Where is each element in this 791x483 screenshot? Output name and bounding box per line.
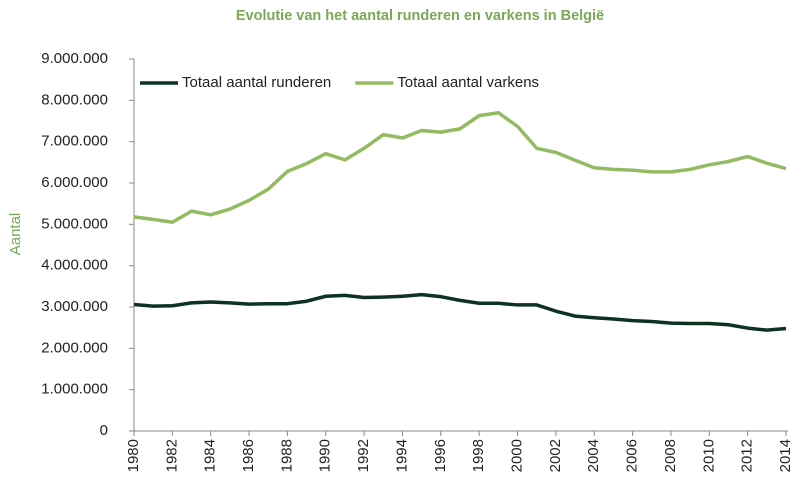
y-tick-label: 0: [100, 422, 108, 439]
x-tick-label: 2004: [585, 439, 602, 472]
y-tick-label: 2.000.000: [41, 339, 108, 356]
x-tick-label: 2012: [739, 439, 756, 472]
y-tick-label: 9.000.000: [41, 50, 108, 67]
x-tick-label: 2006: [624, 439, 641, 472]
y-tick-label: 6.000.000: [41, 174, 108, 191]
y-axis-label: Aantal: [7, 213, 24, 256]
y-tick-label: 4.000.000: [41, 257, 108, 274]
x-tick-label: 1984: [202, 439, 219, 472]
y-tick-label: 8.000.000: [41, 91, 108, 108]
y-tick-label: 7.000.000: [41, 133, 108, 150]
x-tick-label: 2000: [508, 439, 525, 472]
x-tick-label: 1998: [470, 439, 487, 472]
x-tick-label: 1996: [432, 439, 449, 472]
x-tick-label: 2008: [662, 439, 679, 472]
x-tick-label: 1988: [278, 439, 295, 472]
x-tick-label: 1986: [240, 439, 257, 472]
chart-title: Evolutie van het aantal runderen en vark…: [236, 8, 604, 24]
legend-label: Totaal aantal varkens: [397, 74, 539, 91]
series-line: [133, 292, 787, 332]
x-tick-label: 1992: [355, 439, 372, 472]
x-tick-label: 1982: [163, 439, 180, 472]
legend-label: Totaal aantal runderen: [182, 74, 331, 91]
y-tick-label: 3.000.000: [41, 298, 108, 315]
series-line: [133, 110, 787, 225]
x-tick-label: 2014: [777, 439, 791, 472]
x-tick-label: 1994: [393, 439, 410, 472]
x-tick-label: 2010: [700, 439, 717, 472]
y-tick-label: 5.000.000: [41, 215, 108, 232]
x-tick-label: 2002: [547, 439, 564, 472]
x-tick-label: 1980: [125, 439, 142, 472]
y-tick-label: 1.000.000: [41, 381, 108, 398]
x-tick-label: 1990: [317, 439, 334, 472]
